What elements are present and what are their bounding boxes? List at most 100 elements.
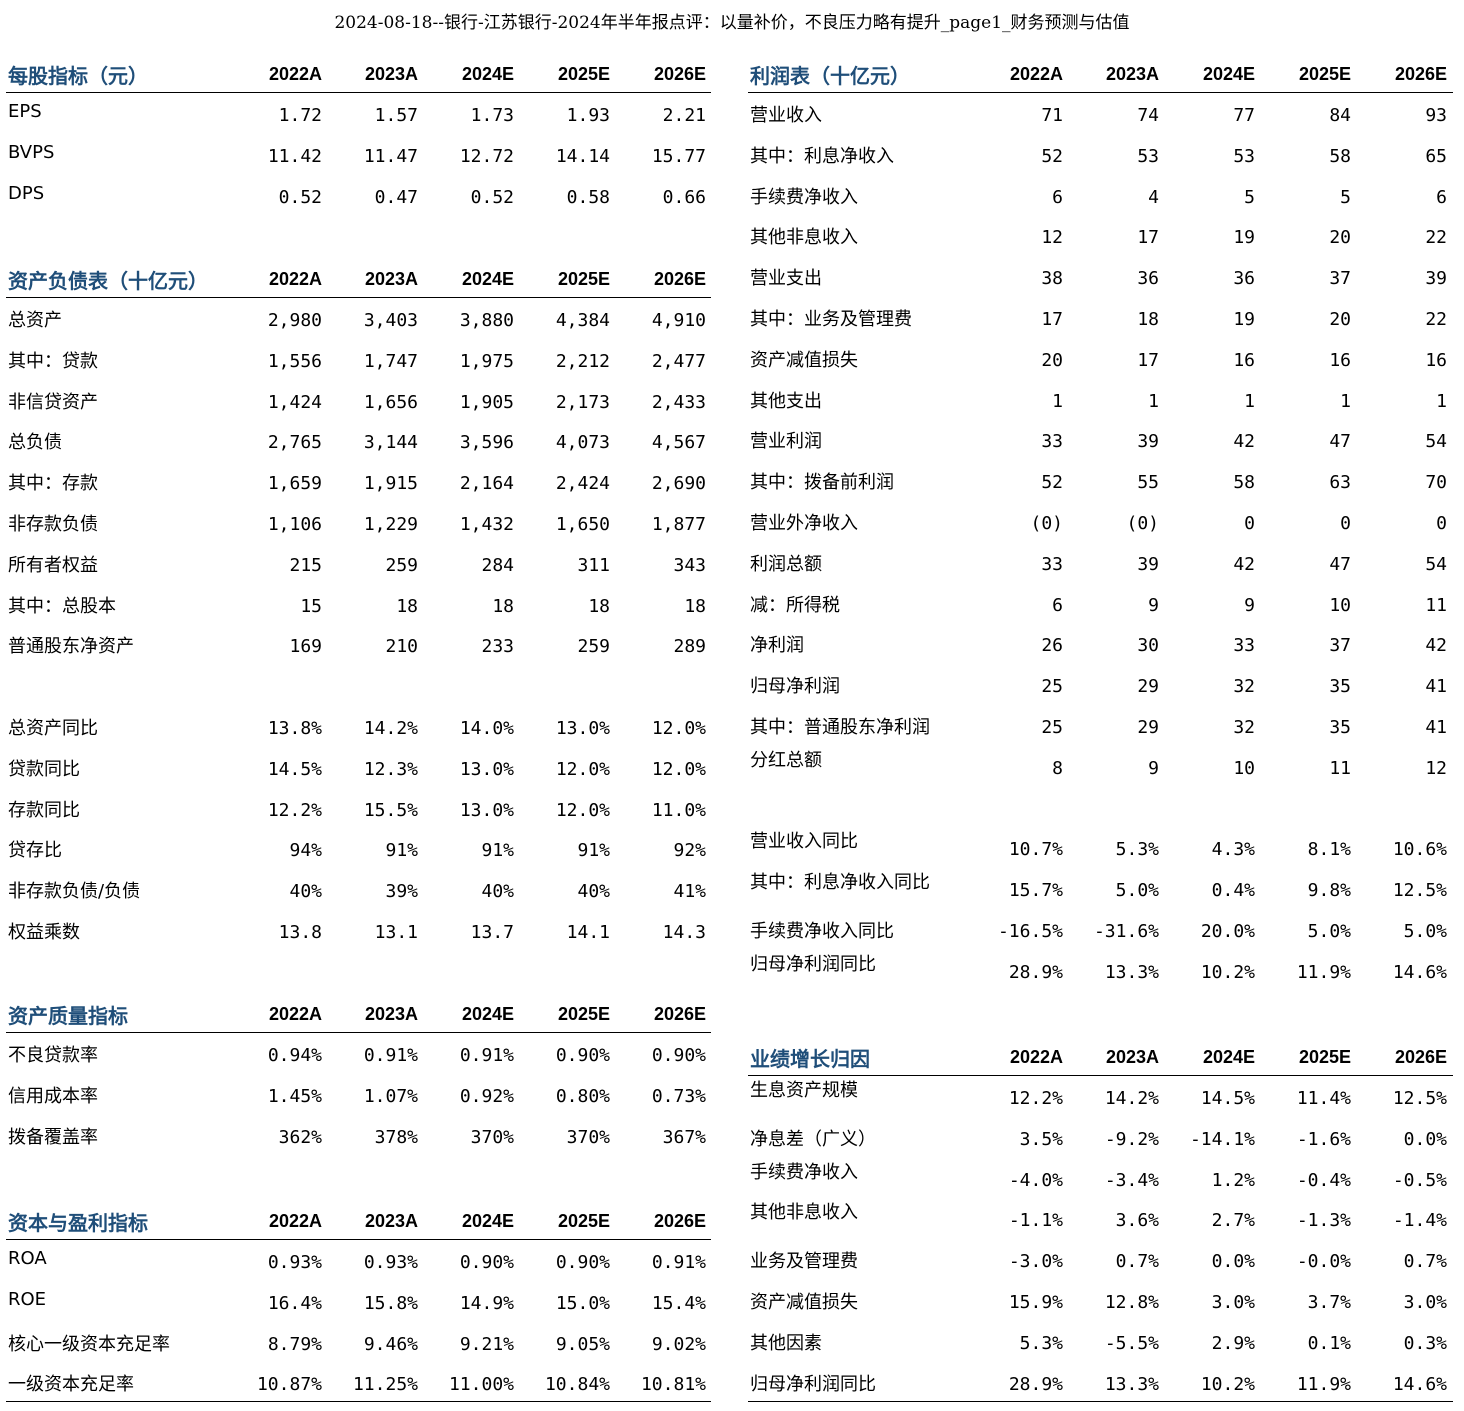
cell-value: 3,144 <box>363 432 418 454</box>
year-header: 2025E <box>1298 64 1351 84</box>
cell-value: 18 <box>1137 308 1159 330</box>
cell-value: 4,384 <box>555 310 610 331</box>
cell-value: 39 <box>1425 268 1447 290</box>
cell-value: 14.9% <box>459 1292 514 1314</box>
cell-value: 9.21% <box>459 1333 514 1355</box>
row-label: 权益乘数 <box>8 921 80 943</box>
cell-value: 19 <box>1233 308 1255 330</box>
cell-value: 3.5% <box>1019 1128 1063 1150</box>
cell-value: 14.6% <box>1392 1373 1447 1395</box>
cell-value: 362% <box>278 1126 322 1148</box>
cell-value: 14.2% <box>1104 1088 1159 1109</box>
cell-value: 42 <box>1233 431 1255 453</box>
cell-value: 5 <box>1340 186 1351 208</box>
cell-value: 20.0% <box>1200 920 1255 942</box>
row-label: ROE <box>8 1288 47 1310</box>
year-header: 2024E <box>461 269 514 289</box>
table-row: 净利润 26 30 33 37 42 <box>748 623 1453 664</box>
cell-value: 12.0% <box>651 717 706 739</box>
cell-value: 6 <box>1052 186 1063 208</box>
row-label: 其中：拨备前利润 <box>750 472 894 494</box>
year-header: 2023A <box>364 1211 418 1231</box>
cell-value: 9.46% <box>363 1333 418 1355</box>
year-header: 2024E <box>461 64 514 84</box>
cell-value: 4 <box>1148 186 1159 208</box>
cell-value: 11.0% <box>651 799 706 821</box>
table-row: 营业收入 71 74 77 84 93 <box>748 93 1453 134</box>
cell-value: 3.6% <box>1115 1210 1159 1232</box>
cell-value: 52 <box>1041 145 1063 167</box>
row-label: 非信贷资产 <box>8 391 98 413</box>
year-header: 2024E <box>1202 1047 1255 1067</box>
cell-value: 8.1% <box>1307 839 1351 861</box>
cell-value: 18 <box>492 595 514 617</box>
cell-value: 15 <box>300 595 322 617</box>
cell-value: 91% <box>481 840 514 862</box>
cell-value: 10.81% <box>640 1374 706 1396</box>
cell-value: 2,173 <box>555 391 610 413</box>
cell-value: -1.4% <box>1392 1210 1447 1232</box>
year-header: 2023A <box>364 64 418 84</box>
cell-value: 70 <box>1425 472 1447 494</box>
row-label: 贷存比 <box>8 840 62 862</box>
cell-value: 2.21 <box>662 105 706 126</box>
table-row: BVPS 11.42 11.47 12.72 14.14 15.77 <box>6 134 711 175</box>
cell-value: 2,424 <box>555 473 610 495</box>
cell-value: 259 <box>385 554 418 576</box>
table-header: 利润表（十亿元） 2022A 2023A 2024E 2025E 2026E <box>748 60 1453 93</box>
cell-value: 1.93 <box>566 105 610 126</box>
per-share-table: 每股指标（元） 2022A 2023A 2024E 2025E 2026E EPS 1.72 1… <box>6 60 711 215</box>
cell-value: 9.05% <box>555 1333 610 1355</box>
table-row: 其他支出 1 1 1 1 1 <box>748 379 1453 420</box>
table-row: 总资产 2,980 3,403 3,880 4,384 4,910 <box>6 298 711 339</box>
cell-value: 0.91% <box>459 1045 514 1066</box>
cell-value: 0.3% <box>1403 1332 1447 1354</box>
table-row: 普通股东净资产 169 210 233 259 289 <box>6 624 711 665</box>
table-row: 非存款负债 1,106 1,229 1,432 1,650 1,877 <box>6 502 711 543</box>
cell-value: -0.5% <box>1392 1169 1447 1191</box>
year-header: 2025E <box>557 269 610 289</box>
row-label: 信用成本率 <box>8 1085 98 1107</box>
cell-value: 0.66 <box>662 186 706 208</box>
row-label: 资产减值损失 <box>750 349 858 371</box>
cell-value: 3.0% <box>1211 1291 1255 1313</box>
right-bottom-rule <box>748 1401 1453 1402</box>
cell-value: 8.79% <box>267 1333 322 1355</box>
cell-value: 19 <box>1233 227 1255 249</box>
table-row: 净息差（广义） 3.5% -9.2% -14.1% -1.6% 0.0% <box>748 1117 1453 1158</box>
cell-value: 47 <box>1329 431 1351 453</box>
cell-value: 284 <box>481 554 514 576</box>
table-row: 业务及管理费 -3.0% 0.7% 0.0% -0.0% 0.7% <box>748 1239 1453 1280</box>
cell-value: 16 <box>1425 349 1447 371</box>
cell-value: 2.7% <box>1211 1210 1255 1232</box>
cell-value: 2,765 <box>267 432 322 454</box>
cell-value: 25 <box>1041 676 1063 698</box>
row-label: 核心一级资本充足率 <box>8 1333 170 1355</box>
cell-value: 10.87% <box>256 1374 322 1396</box>
table-row: 减：所得税 6 9 9 10 11 <box>748 583 1453 624</box>
cell-value: 5.0% <box>1307 920 1351 942</box>
year-header: 2026E <box>653 64 706 84</box>
cell-value: -3.0% <box>1008 1251 1063 1273</box>
row-label: 其他非息收入 <box>750 1202 858 1224</box>
cell-value: 13.3% <box>1104 1373 1159 1395</box>
row-label: 普通股东净资产 <box>8 636 134 658</box>
cell-value: 1,747 <box>363 350 418 372</box>
row-label: 其中：业务及管理费 <box>750 308 912 330</box>
cell-value: 169 <box>289 636 322 658</box>
cell-value: 15.8% <box>363 1292 418 1314</box>
cell-value: 12.0% <box>651 758 706 780</box>
growth-attribution-table: 业绩增长归因 2022A 2023A 2024E 2025E 2026E 生息资产规模 12.… <box>748 1043 1453 1402</box>
cell-value: 13.3% <box>1104 961 1159 983</box>
cell-value: -0.0% <box>1296 1251 1351 1273</box>
cell-value: 0.90% <box>651 1045 706 1066</box>
cell-value: 1,915 <box>363 473 418 495</box>
cell-value: 4,567 <box>651 432 706 454</box>
table-row: 不良贷款率 0.94% 0.91% 0.91% 0.90% 0.90% <box>6 1033 711 1074</box>
cell-value: 14.5% <box>267 758 322 780</box>
cell-value: 6 <box>1052 594 1063 616</box>
row-label: 存款同比 <box>8 799 80 821</box>
cell-value: 311 <box>577 554 610 576</box>
row-label: 其中：普通股东净利润 <box>750 716 930 738</box>
table-row: 生息资产规模 12.2% 14.2% 14.5% 11.4% 12.5% <box>748 1076 1453 1117</box>
